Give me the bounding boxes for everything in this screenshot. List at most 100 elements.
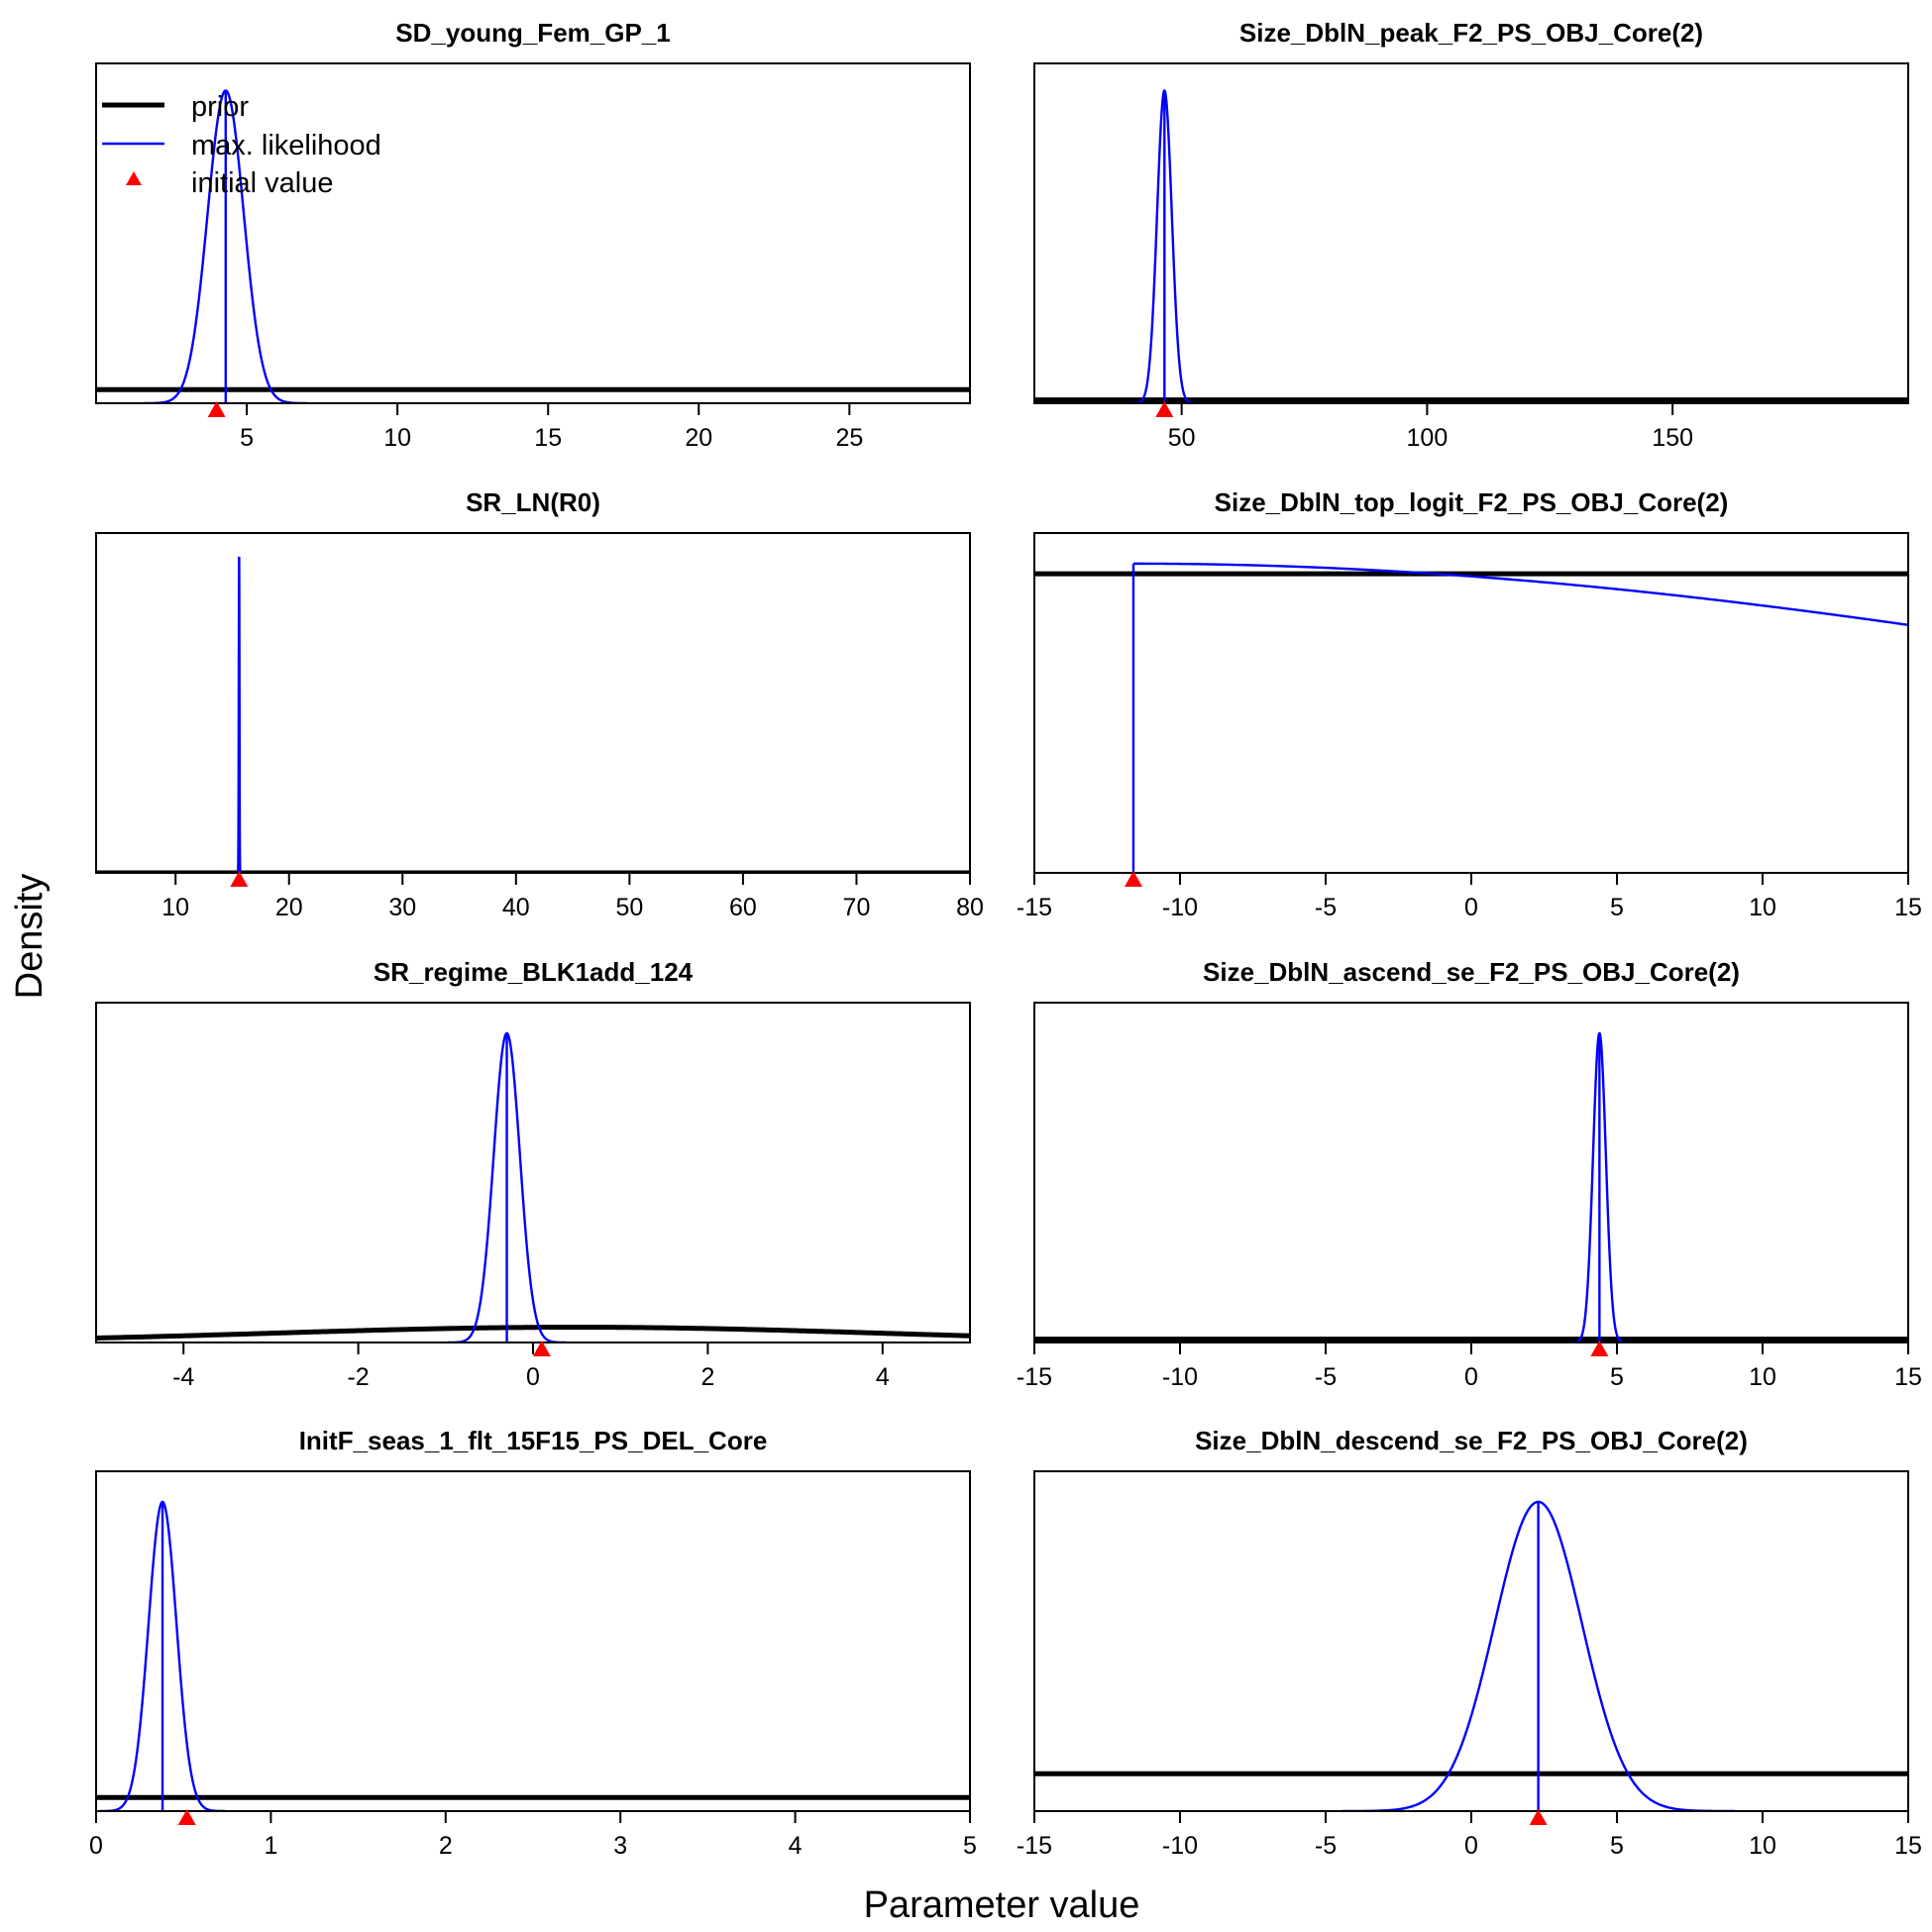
legend-label: initial value bbox=[191, 167, 333, 199]
x-tick-label: 15 bbox=[1894, 894, 1922, 921]
x-tick-label: 0 bbox=[89, 1832, 103, 1860]
x-tick-label: 5 bbox=[963, 1832, 977, 1860]
panel-4: Size_DblN_top_logit_F2_PS_OBJ_Core(2) -15… bbox=[1017, 487, 1922, 921]
x-tick-label: 4 bbox=[789, 1832, 803, 1860]
panel-7: InitF_seas_1_flt_15F15_PS_DEL_Core 0 1 2 3 4 5 bbox=[89, 1426, 977, 1860]
x-tick-label: 5 bbox=[1610, 894, 1624, 921]
plot-area bbox=[96, 556, 970, 873]
x-tick-label: 4 bbox=[876, 1363, 890, 1391]
panel-frame bbox=[1033, 62, 1909, 404]
plot-area bbox=[96, 1500, 970, 1811]
prior-curve bbox=[96, 1325, 970, 1342]
x-tick-label: 5 bbox=[1610, 1832, 1624, 1860]
x-tick-label: 2 bbox=[439, 1832, 453, 1860]
x-tick-label: 10 bbox=[1749, 894, 1776, 921]
panel-8: Size_DblN_descend_se_F2_PS_OBJ_Core(2) -1… bbox=[1017, 1426, 1922, 1860]
legend: prior max. likelihood initial value bbox=[102, 91, 381, 199]
x-tick-label: -4 bbox=[172, 1363, 194, 1391]
panel-frame bbox=[1033, 1470, 1909, 1812]
x-tick-label: 0 bbox=[1464, 1832, 1478, 1860]
panel-frame bbox=[95, 1002, 971, 1343]
panel-title: InitF_seas_1_flt_15F15_PS_DEL_Core bbox=[299, 1426, 768, 1455]
legend-item: initial value bbox=[126, 167, 333, 199]
x-tick-label: -5 bbox=[1315, 894, 1337, 921]
legend-swatch-initial bbox=[126, 171, 142, 185]
panel-3: SR_LN(R0) 10 20 30 40 50 60 70 80 bbox=[95, 487, 984, 921]
x-tick-label: -10 bbox=[1162, 1363, 1198, 1391]
legend-label: max. likelihood bbox=[191, 130, 381, 161]
plot-area bbox=[1034, 1031, 1908, 1342]
x-tick-label: -5 bbox=[1315, 1832, 1337, 1860]
panel-frame bbox=[1033, 1002, 1909, 1343]
x-tick-label: 25 bbox=[835, 424, 863, 452]
x-tick-label: 15 bbox=[1894, 1832, 1922, 1860]
x-tick-label: 50 bbox=[615, 894, 643, 921]
x-tick-label: 80 bbox=[956, 894, 984, 921]
panel-frame bbox=[95, 532, 971, 874]
x-tick-label: -10 bbox=[1162, 1832, 1198, 1860]
x-tick-label: 70 bbox=[843, 894, 871, 921]
x-tick-label: -15 bbox=[1017, 1363, 1052, 1391]
x-tick-label: 0 bbox=[526, 1363, 540, 1391]
panel-title: Size_DblN_descend_se_F2_PS_OBJ_Core(2) bbox=[1195, 1426, 1748, 1455]
panel-title: Size_DblN_ascend_se_F2_PS_OBJ_Core(2) bbox=[1203, 957, 1740, 987]
x-tick-label: 10 bbox=[1749, 1363, 1776, 1391]
x-tick-label: 50 bbox=[1168, 424, 1196, 452]
legend-item: prior bbox=[102, 91, 249, 123]
legend-item: max. likelihood bbox=[102, 130, 381, 161]
panel-frame bbox=[1033, 532, 1909, 874]
x-tick-label: 20 bbox=[275, 894, 303, 921]
x-tick-label: 30 bbox=[388, 894, 416, 921]
initial-value-marker bbox=[1529, 1809, 1548, 1825]
panel-5: SR_regime_BLK1add_124 -4 -2 0 2 4 bbox=[95, 957, 971, 1391]
x-tick-label: -15 bbox=[1017, 894, 1052, 921]
panel-1: SD_young_Fem_GP_1 5 10 15 20 25 bbox=[95, 18, 971, 452]
x-tick-label: 15 bbox=[534, 424, 562, 452]
x-tick-label: 10 bbox=[1749, 1832, 1776, 1860]
x-tick-label: 1 bbox=[264, 1832, 277, 1860]
x-tick-label: -2 bbox=[347, 1363, 369, 1391]
x-tick-label: 10 bbox=[383, 424, 411, 452]
x-tick-label: 60 bbox=[729, 894, 757, 921]
x-tick-label: 5 bbox=[240, 424, 254, 452]
plot-area bbox=[96, 1031, 970, 1342]
initial-value-marker bbox=[207, 401, 226, 417]
panel-frame bbox=[95, 62, 971, 404]
x-tick-label: -15 bbox=[1017, 1832, 1052, 1860]
x-tick-label: 15 bbox=[1894, 1363, 1922, 1391]
panel-title: SD_young_Fem_GP_1 bbox=[395, 18, 670, 48]
x-tick-label: -10 bbox=[1162, 894, 1198, 921]
initial-value-marker bbox=[1155, 401, 1174, 417]
x-tick-label: 10 bbox=[161, 894, 189, 921]
x-tick-label: 20 bbox=[685, 424, 712, 452]
plot-area bbox=[96, 89, 970, 403]
x-tick-label: 40 bbox=[502, 894, 530, 921]
legend-label: prior bbox=[191, 91, 249, 123]
x-tick-label: 3 bbox=[613, 1832, 627, 1860]
x-tick-label: 150 bbox=[1652, 424, 1693, 452]
initial-value-marker bbox=[230, 871, 249, 887]
panels-group: SD_young_Fem_GP_15 10 15 20 25Size_DblN_peak… bbox=[89, 18, 1922, 1860]
y-axis-title: Density bbox=[9, 874, 51, 1000]
initial-value-marker bbox=[1590, 1341, 1609, 1356]
plot-area bbox=[1034, 562, 1908, 873]
initial-value-marker bbox=[177, 1809, 196, 1825]
x-tick-label: 0 bbox=[1464, 1363, 1478, 1391]
x-tick-label: 0 bbox=[1464, 894, 1478, 921]
x-tick-label: -5 bbox=[1315, 1363, 1337, 1391]
panel-title: SR_regime_BLK1add_124 bbox=[374, 957, 694, 987]
panel-title: Size_DblN_top_logit_F2_PS_OBJ_Core(2) bbox=[1215, 487, 1729, 517]
panel-2: Size_DblN_peak_F2_PS_OBJ_Core(2) 50 100 150 bbox=[1033, 18, 1909, 452]
x-tick-label: 2 bbox=[700, 1363, 714, 1391]
mle-curve bbox=[1132, 562, 1908, 626]
x-tick-label: 5 bbox=[1610, 1363, 1624, 1391]
x-axis-title: Parameter value bbox=[864, 1884, 1140, 1926]
panel-6: Size_DblN_ascend_se_F2_PS_OBJ_Core(2) -15… bbox=[1017, 957, 1922, 1391]
initial-value-marker bbox=[1124, 871, 1142, 887]
initial-value-marker bbox=[532, 1341, 551, 1356]
plot-area bbox=[1034, 89, 1908, 403]
x-tick-label: 100 bbox=[1407, 424, 1449, 452]
panel-title: SR_LN(R0) bbox=[466, 487, 600, 517]
panel-frame bbox=[95, 1470, 971, 1812]
